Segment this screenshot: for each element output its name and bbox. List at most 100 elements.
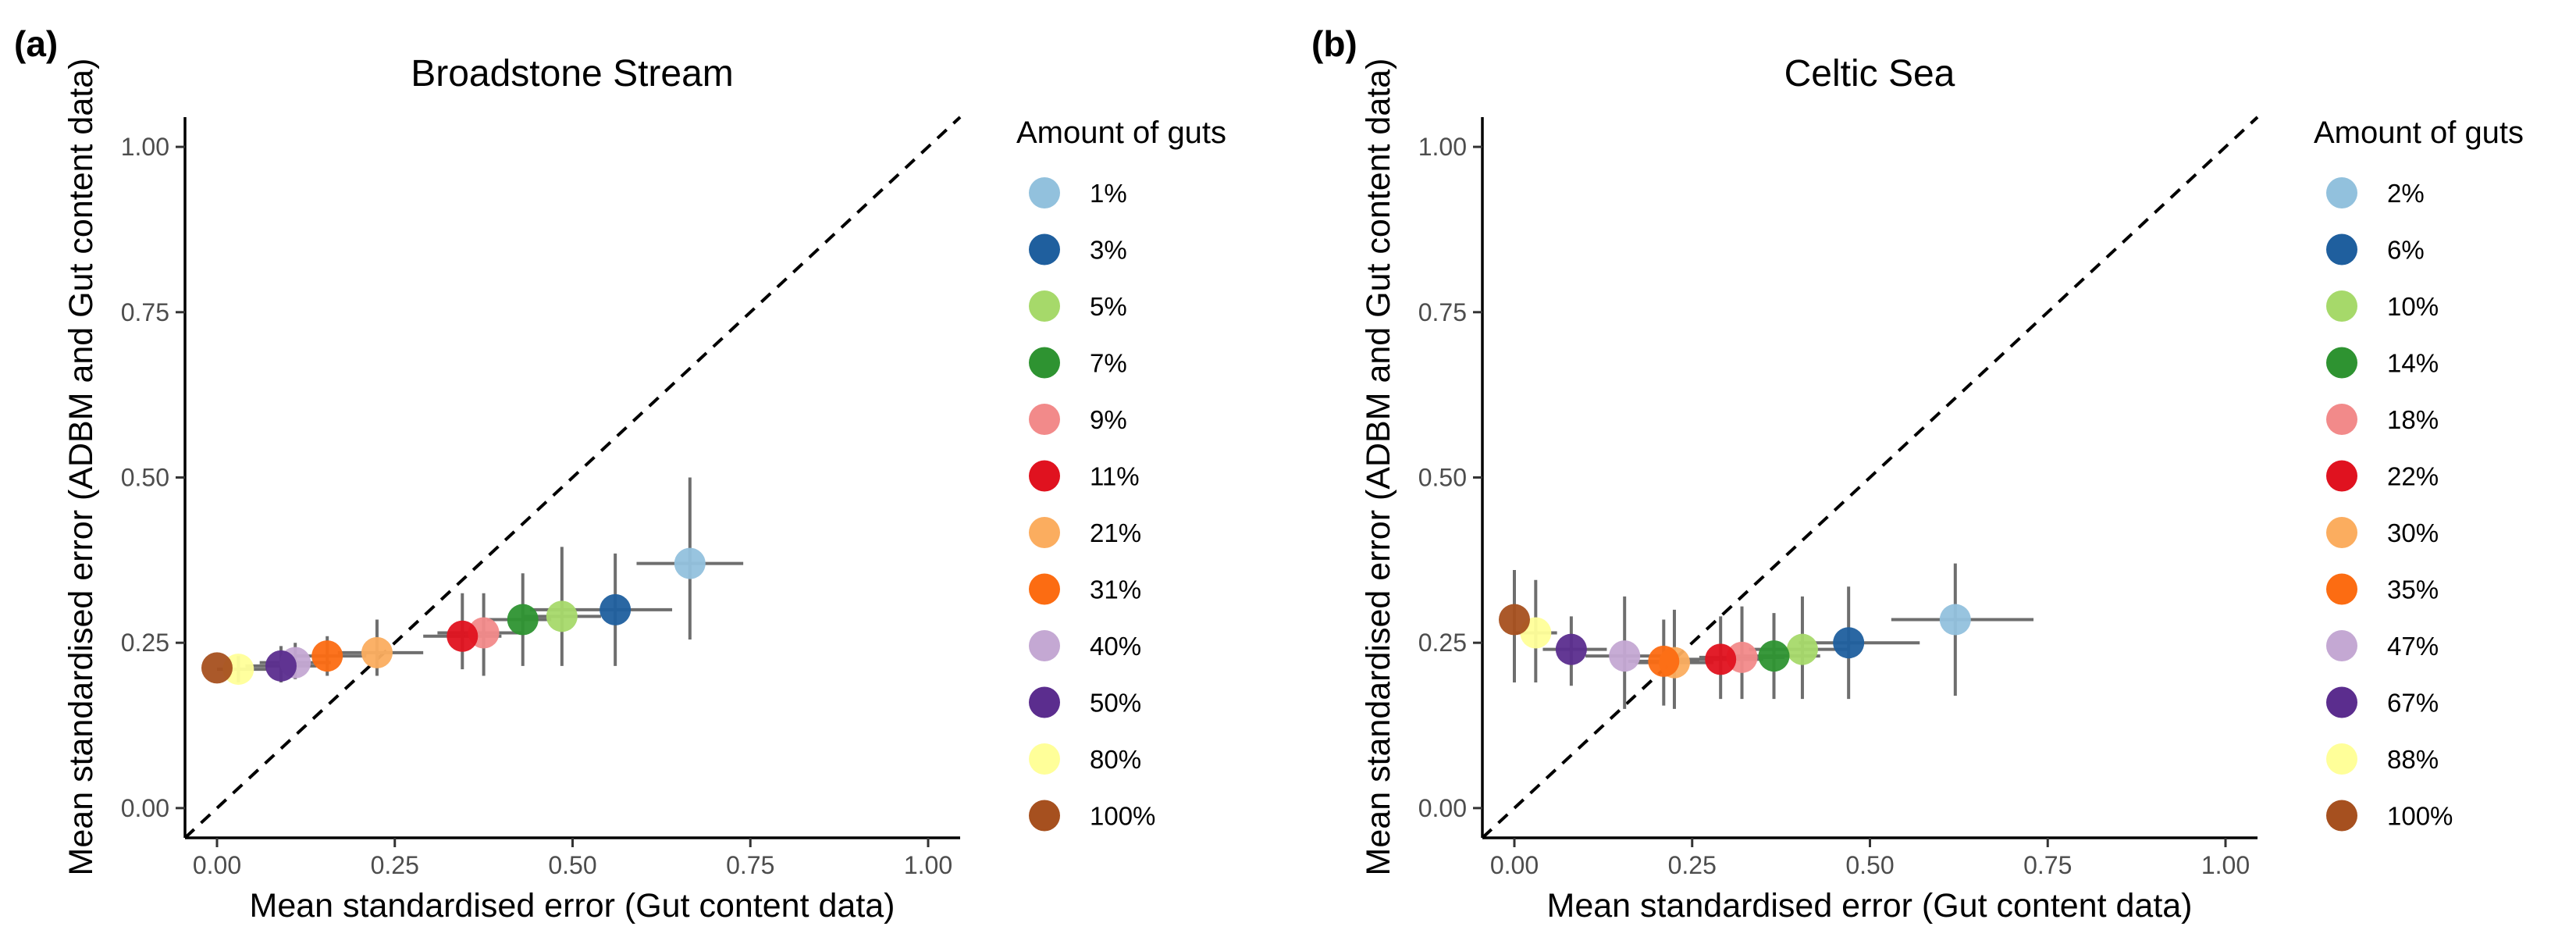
legend-swatch [2326, 630, 2357, 661]
legend-title: Amount of guts [2314, 116, 2524, 150]
x-tick-label: 0.50 [548, 851, 596, 879]
y-tick-label: 0.25 [121, 629, 169, 657]
data-point [546, 600, 578, 632]
y-tick-label: 0.75 [121, 298, 169, 326]
y-tick-label: 0.50 [1418, 464, 1467, 492]
legend: Amount of guts 2% 6% 10% 14% 18% 22% 30% 35% 47%… [2314, 116, 2524, 832]
data-point [1833, 627, 1865, 659]
legend-swatch [1029, 347, 1060, 379]
legend-label: 5% [1090, 292, 1127, 321]
legend-label: 1% [1090, 179, 1127, 208]
legend-label: 30% [2387, 518, 2439, 547]
legend-label: 47% [2387, 632, 2439, 661]
panel-label: (a) [14, 23, 58, 64]
data-point [1648, 645, 1680, 677]
legend-swatch [1029, 517, 1060, 548]
data-point [361, 636, 393, 668]
y-tick-label: 1.00 [1418, 133, 1467, 161]
y-tick-label: 0.00 [1418, 794, 1467, 822]
legend-label: 100% [1090, 802, 1155, 831]
legend-label: 9% [1090, 405, 1127, 434]
legend-swatch [1029, 233, 1060, 265]
data-point [1939, 604, 1971, 636]
data-point [1758, 640, 1790, 672]
legend-swatch [1029, 686, 1060, 718]
legend-label: 100% [2387, 802, 2453, 831]
data-point [1786, 633, 1818, 665]
y-tick-label: 0.75 [1418, 298, 1467, 326]
reference-line [1481, 116, 2259, 839]
legend-swatch [2326, 233, 2357, 265]
legend-label: 21% [1090, 518, 1141, 547]
x-tick-label: 0.50 [1845, 851, 1894, 879]
data-point [265, 650, 297, 682]
y-tick-label: 0.50 [121, 464, 169, 492]
legend-swatch [1029, 290, 1060, 322]
legend-swatch [1029, 460, 1060, 492]
legend-label: 7% [1090, 349, 1127, 378]
x-tick-label: 0.00 [1490, 851, 1539, 879]
legend-label: 11% [1090, 462, 1140, 491]
x-axis-label: Mean standardised error (Gut content dat… [1547, 887, 2193, 925]
data-point [447, 620, 479, 652]
legend-title: Amount of guts [1016, 116, 1226, 150]
legend-label: 35% [2387, 575, 2439, 604]
legend-swatch [2326, 404, 2357, 435]
legend-swatch [1029, 743, 1060, 775]
data-point [311, 640, 343, 672]
reference-line [183, 116, 962, 839]
legend-label: 18% [2387, 405, 2439, 434]
x-tick-label: 0.00 [193, 851, 241, 879]
legend-swatch [2326, 573, 2357, 605]
legend-label: 88% [2387, 745, 2439, 774]
legend-label: 3% [1090, 236, 1127, 265]
legend-swatch [2326, 686, 2357, 718]
panel-celtic-sea: (b) Celtic Sea Mean standardised error (… [1311, 23, 2524, 925]
plot-area: 0.00 0.25 0.50 0.75 1.00 0.00 0.25 0.50 0.75 1.00 [1418, 116, 2259, 879]
legend-swatch [2326, 800, 2357, 832]
chart-title: Celtic Sea [1784, 53, 1955, 94]
legend-swatch [2326, 743, 2357, 775]
chart-title: Broadstone Stream [411, 53, 734, 94]
data-point [1498, 604, 1530, 636]
data-point [507, 604, 539, 636]
x-tick-label: 0.25 [371, 851, 419, 879]
legend-swatch [2326, 460, 2357, 492]
legend-label: 31% [1090, 575, 1141, 604]
legend-swatch [1029, 800, 1060, 832]
legend-swatch [2326, 517, 2357, 548]
x-tick-label: 0.25 [1668, 851, 1717, 879]
legend-swatch [2326, 290, 2357, 322]
legend-swatch [1029, 630, 1060, 661]
panel-label: (b) [1311, 23, 1357, 64]
y-tick-label: 1.00 [121, 133, 169, 161]
legend-label: 40% [1090, 632, 1141, 661]
legend-swatch [2326, 347, 2357, 379]
legend-label: 14% [2387, 349, 2439, 378]
legend-label: 2% [2387, 179, 2425, 208]
legend-label: 22% [2387, 462, 2439, 491]
x-tick-label: 0.75 [2023, 851, 2072, 879]
plot-area: 0.00 0.25 0.50 0.75 1.00 0.00 0.25 0.50 0.75 1.00 [121, 116, 962, 879]
data-point [1555, 633, 1587, 665]
x-axis-label: Mean standardised error (Gut content dat… [250, 887, 895, 925]
data-point [1705, 643, 1737, 675]
legend-swatch [1029, 573, 1060, 605]
data-point [674, 547, 706, 579]
y-axis-label: Mean standardised error (ADBM and Gut co… [62, 59, 100, 876]
legend-swatch [1029, 177, 1060, 208]
legend-label: 6% [2387, 236, 2425, 265]
legend: Amount of guts 1% 3% 5% 7% 9% 11% 21% 31% 40% 50%… [1016, 116, 1226, 832]
x-tick-label: 1.00 [2201, 851, 2250, 879]
y-axis-label: Mean standardised error (ADBM and Gut co… [1360, 59, 1397, 876]
data-point [201, 652, 233, 684]
legend-label: 10% [2387, 292, 2439, 321]
legend-label: 50% [1090, 689, 1141, 718]
x-tick-label: 0.75 [726, 851, 774, 879]
legend-swatch [2326, 177, 2357, 208]
data-point [1609, 640, 1641, 672]
legend-label: 67% [2387, 689, 2439, 718]
y-tick-label: 0.00 [121, 794, 169, 822]
panel-broadstone-stream: (a) Broadstone Stream Mean standardised … [14, 23, 1226, 925]
